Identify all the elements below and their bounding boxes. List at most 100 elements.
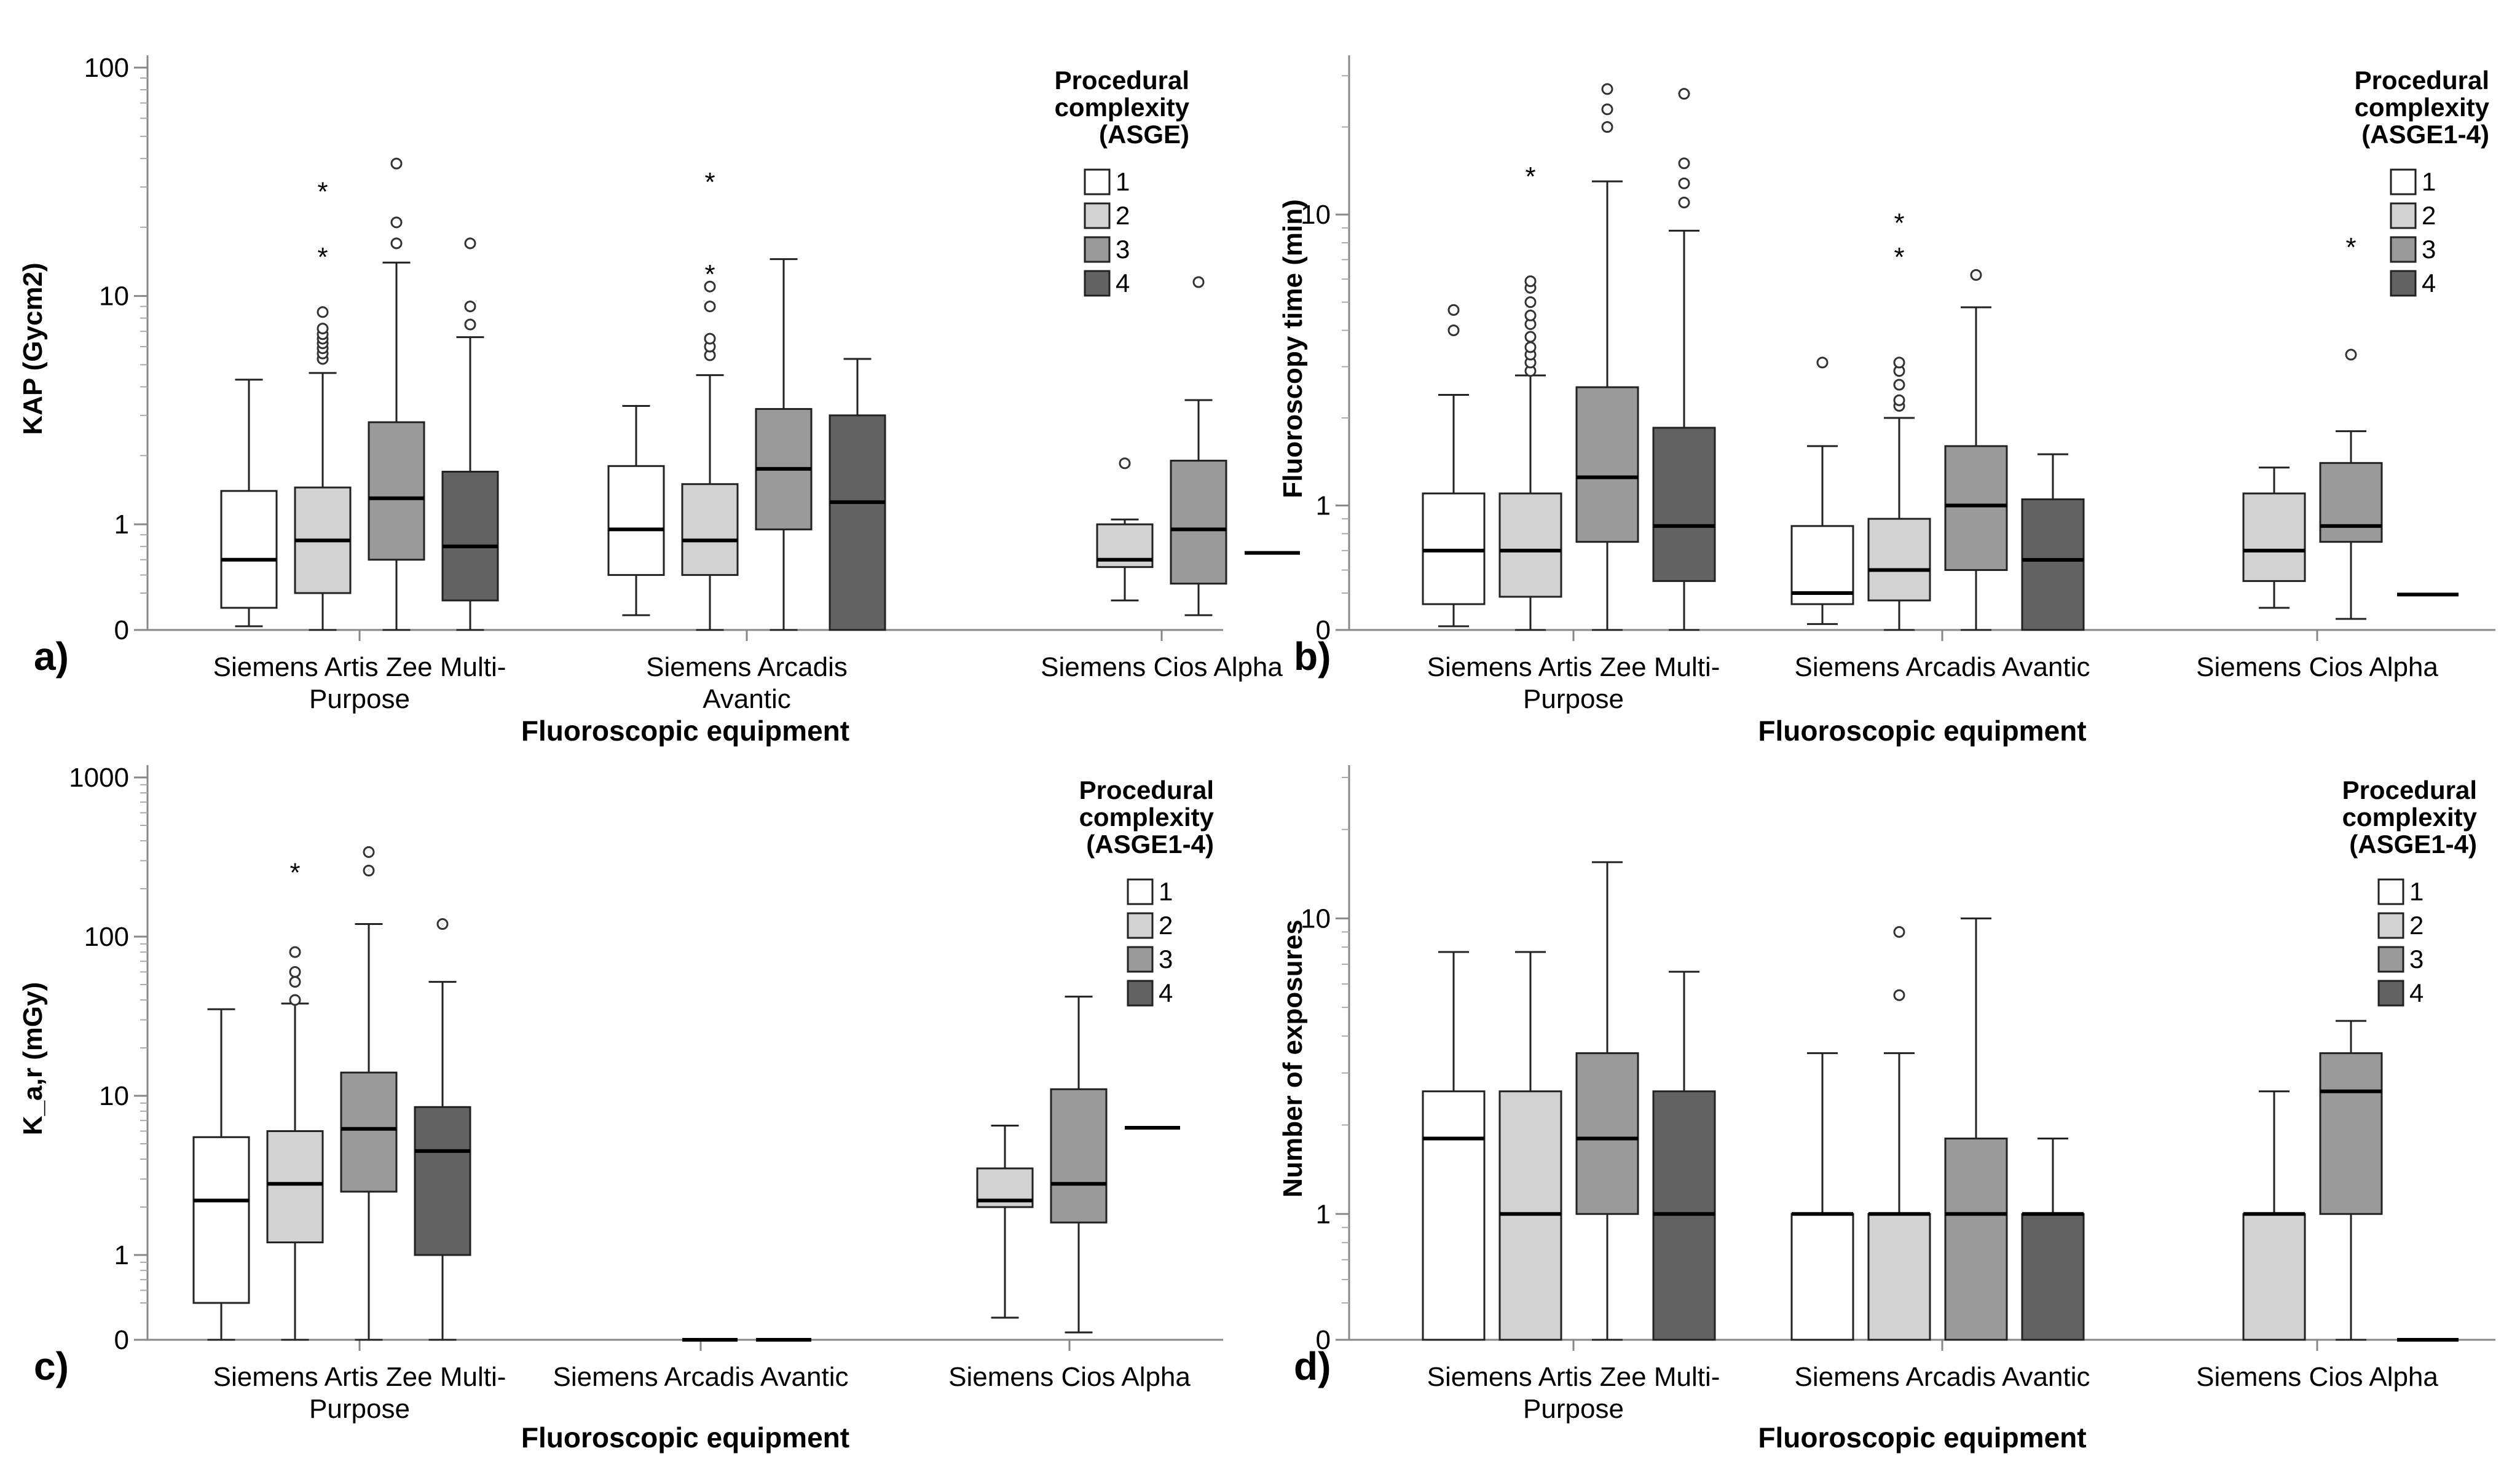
outlier-point — [289, 966, 301, 978]
legend-title: (ASGE1-4) — [2361, 120, 2489, 149]
box-complexity-1 — [607, 404, 665, 616]
y-tick-label: 100 — [84, 922, 129, 952]
box-complexity-3 — [2319, 1020, 2383, 1341]
legend-title: complexity — [2355, 93, 2490, 122]
outlier-point — [704, 301, 716, 313]
legend-swatch — [1084, 202, 1111, 229]
y-tick-label: 0 — [114, 1325, 129, 1355]
outlier-point — [1970, 269, 1982, 281]
box-complexity-2: ** — [681, 167, 739, 631]
outlier-point — [1678, 157, 1690, 170]
legend-title: (ASGE1-4) — [2349, 830, 2477, 859]
legend-swatch — [2390, 236, 2417, 263]
iqr-box — [340, 1071, 398, 1193]
iqr-box — [1575, 1052, 1639, 1215]
outlier-point — [289, 994, 301, 1006]
x-tick-label: Siemens Arcadis Avantic — [1795, 1362, 2090, 1392]
outlier-point — [1678, 197, 1690, 209]
box-complexity-4 — [2021, 1138, 2085, 1341]
x-axis-label: Fluoroscopic equipment — [1758, 715, 2086, 747]
iqr-box — [829, 414, 886, 631]
legend-entry-label: 3 — [2422, 235, 2436, 264]
outlier-point — [1601, 83, 1613, 95]
box-complexity-2 — [976, 1124, 1034, 1319]
x-axis-label: Fluoroscopic equipment — [521, 715, 849, 747]
x-tick-label: Purpose — [309, 684, 410, 714]
legend-title: Procedural — [2342, 776, 2477, 804]
legend-swatch — [1084, 236, 1111, 263]
outlier-point — [1601, 103, 1613, 116]
outlier-point — [363, 846, 375, 858]
y-tick-label: 0 — [114, 615, 129, 645]
x-tick-label: Siemens Artis Zee Multi- — [213, 652, 506, 682]
box-complexity-4 — [2021, 453, 2085, 631]
legend-entry-label: 2 — [2422, 201, 2436, 230]
box-complexity-3 — [1170, 276, 1227, 616]
legend-entry-label: 4 — [1159, 978, 1173, 1007]
x-tick-label: Purpose — [1523, 684, 1624, 714]
x-tick-label: Purpose — [1523, 1394, 1624, 1424]
legend-swatch — [1127, 912, 1154, 939]
outlier-point — [1816, 356, 1829, 369]
iqr-box — [220, 490, 278, 609]
legend-title: Procedural — [1055, 66, 1189, 95]
legend-entry-label: 2 — [2409, 911, 2424, 940]
legend-swatch — [2377, 946, 2404, 973]
legend-title: (ASGE1-4) — [1086, 830, 1214, 859]
legend-entry-label: 3 — [1116, 235, 1130, 264]
extreme-point: * — [1525, 162, 1535, 192]
legend-title: complexity — [1055, 93, 1190, 122]
box-complexity-2: ** — [1867, 208, 1931, 631]
box-complexity-2 — [1867, 926, 1931, 1341]
box-complexity-2: * — [1498, 162, 1562, 631]
outlier-point — [704, 332, 716, 345]
box-complexity-1 — [1790, 1052, 1854, 1341]
legend-swatch — [1084, 168, 1111, 195]
legend-entry-label: 1 — [2422, 167, 2436, 196]
iqr-box — [1944, 1138, 2008, 1341]
outlier-point — [1678, 88, 1690, 100]
x-tick-label: Siemens Arcadis Avantic — [1795, 652, 2090, 682]
iqr-box — [266, 1130, 324, 1244]
box-complexity-2 — [1096, 457, 1154, 602]
box-complexity-3 — [755, 258, 813, 631]
legend-swatch — [2377, 878, 2404, 905]
box-complexity-3 — [1575, 83, 1639, 631]
legend-swatch — [1127, 878, 1154, 905]
x-tick-label: Siemens Arcadis Avantic — [553, 1362, 849, 1392]
outlier-point — [1893, 926, 1905, 938]
iqr-box — [1575, 386, 1639, 543]
y-tick-label: 1 — [1316, 491, 1331, 521]
y-tick-label: 10 — [1301, 903, 1331, 934]
box-complexity-3 — [368, 157, 425, 631]
outlier-point — [1119, 457, 1131, 470]
outlier-point — [363, 865, 375, 877]
box-complexity-4 — [1652, 88, 1716, 631]
y-tick-label: 10 — [99, 1081, 129, 1111]
box-complexity-2 — [2242, 466, 2306, 609]
legend-swatch — [2377, 980, 2404, 1007]
outlier-point — [1524, 296, 1537, 309]
iqr-box — [2242, 1213, 2306, 1341]
iqr-box — [2242, 492, 2306, 582]
legend-entry-label: 2 — [1159, 911, 1173, 940]
iqr-box — [1170, 460, 1227, 585]
legend-entry-label: 1 — [1159, 877, 1173, 906]
legend-swatch — [2390, 168, 2417, 195]
outlier-point — [289, 976, 301, 988]
box-complexity-1 — [1790, 356, 1854, 625]
iqr-box — [1790, 525, 1854, 605]
outlier-point — [1893, 379, 1905, 391]
iqr-box — [414, 1106, 471, 1256]
box-complexity-2 — [1498, 951, 1562, 1341]
panel-label: b) — [1294, 634, 1331, 678]
y-axis-label: Fluoroscopy time (min) — [1278, 199, 1308, 498]
panel-label: d) — [1294, 1344, 1331, 1388]
iqr-box — [368, 421, 425, 561]
legend-entry-label: 2 — [1116, 201, 1130, 230]
x-tick-label: Siemens Cios Alpha — [2196, 652, 2438, 682]
box-complexity-4 — [829, 358, 886, 631]
iqr-box — [1498, 492, 1562, 598]
